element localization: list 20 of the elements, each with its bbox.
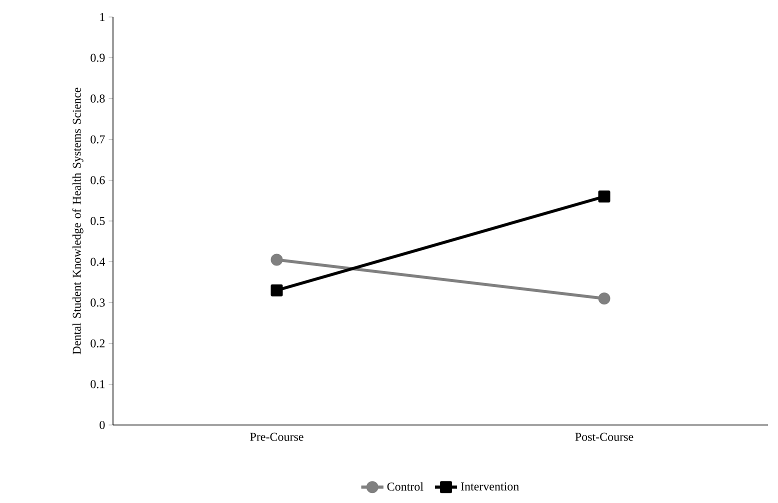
y-tick-label: 0.8 — [90, 94, 105, 103]
legend-label: Intervention — [460, 482, 519, 490]
x-tick-label: Pre-Course — [250, 432, 304, 441]
y-tick-label: 0.4 — [90, 258, 106, 266]
point — [598, 190, 610, 203]
y-tick-label: 1 — [100, 13, 104, 21]
x-tick-label: Post-Course — [575, 432, 634, 441]
legend-label: Control — [387, 482, 424, 491]
point — [598, 292, 610, 305]
y-tick-label: 0.6 — [90, 176, 105, 184]
y-tick-label: 0.5 — [90, 216, 105, 226]
point — [270, 284, 283, 296]
y-tick-label: 0.7 — [90, 135, 105, 144]
y-tick-label: 0 — [100, 420, 105, 430]
y-tick-label: 0.3 — [90, 298, 105, 307]
y-tick-label: 0.1 — [90, 380, 104, 388]
y-axis-title: Dental Student Knowledge of Health Systems Science — [72, 88, 84, 354]
y-tick-label: 0.2 — [90, 339, 105, 348]
point — [270, 254, 283, 266]
y-tick-label: 0.9 — [90, 54, 105, 62]
